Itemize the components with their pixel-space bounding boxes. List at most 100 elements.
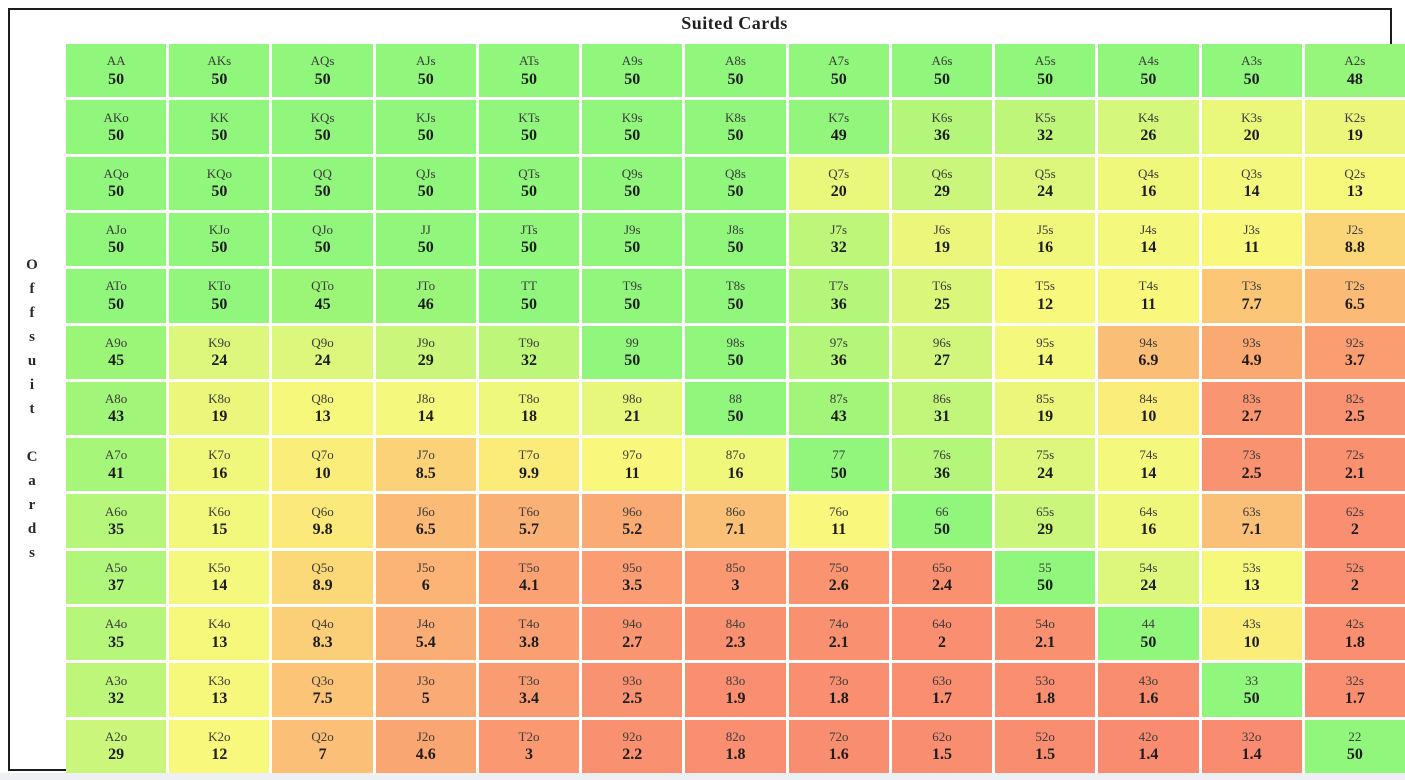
hand-cell[interactable]: 55 50 xyxy=(995,550,1096,605)
hand-cell[interactable]: J8s 50 xyxy=(685,212,786,267)
hand-cell[interactable]: 74o 2.1 xyxy=(788,607,889,661)
hand-cell[interactable]: 72o 1.6 xyxy=(788,719,889,773)
hand-cell[interactable]: J4s 14 xyxy=(1098,212,1199,267)
hand-cell[interactable]: Q3o 7.5 xyxy=(272,663,373,717)
hand-cell[interactable]: 94o 2.7 xyxy=(582,607,683,661)
hand-cell[interactable]: A6o 35 xyxy=(66,494,167,548)
hand-cell[interactable]: 85s 19 xyxy=(995,381,1096,436)
hand-cell[interactable]: 94s 6.9 xyxy=(1098,325,1199,379)
hand-cell[interactable]: 83o 1.9 xyxy=(685,663,786,717)
hand-cell[interactable]: AKs 50 xyxy=(169,44,270,98)
hand-cell[interactable]: 64o 2 xyxy=(891,607,993,661)
hand-cell[interactable]: A9o 45 xyxy=(66,325,167,379)
hand-cell[interactable]: 42o 1.4 xyxy=(1098,719,1199,773)
hand-cell[interactable]: A2s 48 xyxy=(1304,44,1405,98)
hand-cell[interactable]: 52s 2 xyxy=(1304,550,1405,605)
hand-cell[interactable]: A8s 50 xyxy=(685,44,786,98)
hand-cell[interactable]: Q6o 9.8 xyxy=(272,494,373,548)
hand-cell[interactable]: KTo 50 xyxy=(169,269,270,323)
hand-cell[interactable]: Q5s 24 xyxy=(995,156,1096,210)
hand-cell[interactable]: 88 50 xyxy=(685,381,786,436)
hand-cell[interactable]: T4s 11 xyxy=(1098,269,1199,323)
hand-cell[interactable]: JTo 46 xyxy=(375,269,476,323)
hand-cell[interactable]: KTs 50 xyxy=(478,100,580,154)
hand-cell[interactable]: J5o 6 xyxy=(375,550,476,605)
hand-cell[interactable]: Q5o 8.9 xyxy=(272,550,373,605)
hand-cell[interactable]: AJo 50 xyxy=(66,212,167,267)
hand-cell[interactable]: 87s 43 xyxy=(788,381,889,436)
hand-cell[interactable]: 96s 27 xyxy=(891,325,993,379)
hand-cell[interactable]: 42s 1.8 xyxy=(1304,607,1405,661)
hand-cell[interactable]: K9s 50 xyxy=(582,100,683,154)
hand-cell[interactable]: 32o 1.4 xyxy=(1201,719,1302,773)
hand-cell[interactable]: 95o 3.5 xyxy=(582,550,683,605)
hand-cell[interactable]: QJs 50 xyxy=(375,156,476,210)
hand-cell[interactable]: T6s 25 xyxy=(891,269,993,323)
hand-cell[interactable]: 52o 1.5 xyxy=(995,719,1096,773)
hand-cell[interactable]: 43o 1.6 xyxy=(1098,663,1199,717)
hand-cell[interactable]: 62s 2 xyxy=(1304,494,1405,548)
hand-cell[interactable]: 43s 10 xyxy=(1201,607,1302,661)
hand-cell[interactable]: 92o 2.2 xyxy=(582,719,683,773)
hand-cell[interactable]: Q9s 50 xyxy=(582,156,683,210)
hand-cell[interactable]: J7o 8.5 xyxy=(375,438,476,492)
hand-cell[interactable]: 97o 11 xyxy=(582,438,683,492)
hand-cell[interactable]: A9s 50 xyxy=(582,44,683,98)
hand-cell[interactable]: K8o 19 xyxy=(169,381,270,436)
hand-cell[interactable]: A5o 37 xyxy=(66,550,167,605)
hand-cell[interactable]: 99 50 xyxy=(582,325,683,379)
hand-cell[interactable]: A5s 50 xyxy=(995,44,1096,98)
hand-cell[interactable]: AQs 50 xyxy=(272,44,373,98)
hand-cell[interactable]: 93o 2.5 xyxy=(582,663,683,717)
hand-cell[interactable]: 44 50 xyxy=(1098,607,1199,661)
hand-cell[interactable]: T4o 3.8 xyxy=(478,607,580,661)
hand-cell[interactable]: Q6s 29 xyxy=(891,156,993,210)
hand-cell[interactable]: A7o 41 xyxy=(66,438,167,492)
hand-cell[interactable]: T7o 9.9 xyxy=(478,438,580,492)
hand-cell[interactable]: Q8o 13 xyxy=(272,381,373,436)
hand-cell[interactable]: T3s 7.7 xyxy=(1201,269,1302,323)
hand-cell[interactable]: K3s 20 xyxy=(1201,100,1302,154)
hand-cell[interactable]: Q4s 16 xyxy=(1098,156,1199,210)
hand-cell[interactable]: 82s 2.5 xyxy=(1304,381,1405,436)
hand-cell[interactable]: A4o 35 xyxy=(66,607,167,661)
hand-cell[interactable]: K5o 14 xyxy=(169,550,270,605)
hand-cell[interactable]: J8o 14 xyxy=(375,381,476,436)
hand-cell[interactable]: Q2s 13 xyxy=(1304,156,1405,210)
hand-cell[interactable]: KJs 50 xyxy=(375,100,476,154)
hand-cell[interactable]: A3o 32 xyxy=(66,663,167,717)
hand-cell[interactable]: J4o 5.4 xyxy=(375,607,476,661)
hand-cell[interactable]: 86o 7.1 xyxy=(685,494,786,548)
hand-cell[interactable]: 77 50 xyxy=(788,438,889,492)
hand-cell[interactable]: J2s 8.8 xyxy=(1304,212,1405,267)
hand-cell[interactable]: ATo 50 xyxy=(66,269,167,323)
hand-cell[interactable]: 53s 13 xyxy=(1201,550,1302,605)
hand-cell[interactable]: 22 50 xyxy=(1304,719,1405,773)
hand-cell[interactable]: 92s 3.7 xyxy=(1304,325,1405,379)
hand-cell[interactable]: AJs 50 xyxy=(375,44,476,98)
hand-cell[interactable]: 54o 2.1 xyxy=(995,607,1096,661)
hand-cell[interactable]: Q3s 14 xyxy=(1201,156,1302,210)
hand-cell[interactable]: KJo 50 xyxy=(169,212,270,267)
hand-cell[interactable]: J6o 6.5 xyxy=(375,494,476,548)
hand-cell[interactable]: A8o 43 xyxy=(66,381,167,436)
hand-cell[interactable]: Q7o 10 xyxy=(272,438,373,492)
hand-cell[interactable]: Q2o 7 xyxy=(272,719,373,773)
hand-cell[interactable]: 64s 16 xyxy=(1098,494,1199,548)
hand-cell[interactable]: J9s 50 xyxy=(582,212,683,267)
hand-cell[interactable]: K9o 24 xyxy=(169,325,270,379)
hand-cell[interactable]: QTs 50 xyxy=(478,156,580,210)
hand-cell[interactable]: 72s 2.1 xyxy=(1304,438,1405,492)
hand-cell[interactable]: K3o 13 xyxy=(169,663,270,717)
hand-cell[interactable]: 73o 1.8 xyxy=(788,663,889,717)
hand-cell[interactable]: J2o 4.6 xyxy=(375,719,476,773)
hand-cell[interactable]: 76s 36 xyxy=(891,438,993,492)
hand-cell[interactable]: 62o 1.5 xyxy=(891,719,993,773)
hand-cell[interactable]: 93s 4.9 xyxy=(1201,325,1302,379)
hand-cell[interactable]: K5s 32 xyxy=(995,100,1096,154)
hand-cell[interactable]: 54s 24 xyxy=(1098,550,1199,605)
hand-cell[interactable]: T3o 3.4 xyxy=(478,663,580,717)
hand-cell[interactable]: JTs 50 xyxy=(478,212,580,267)
hand-cell[interactable]: 74s 14 xyxy=(1098,438,1199,492)
hand-cell[interactable]: K6s 36 xyxy=(891,100,993,154)
